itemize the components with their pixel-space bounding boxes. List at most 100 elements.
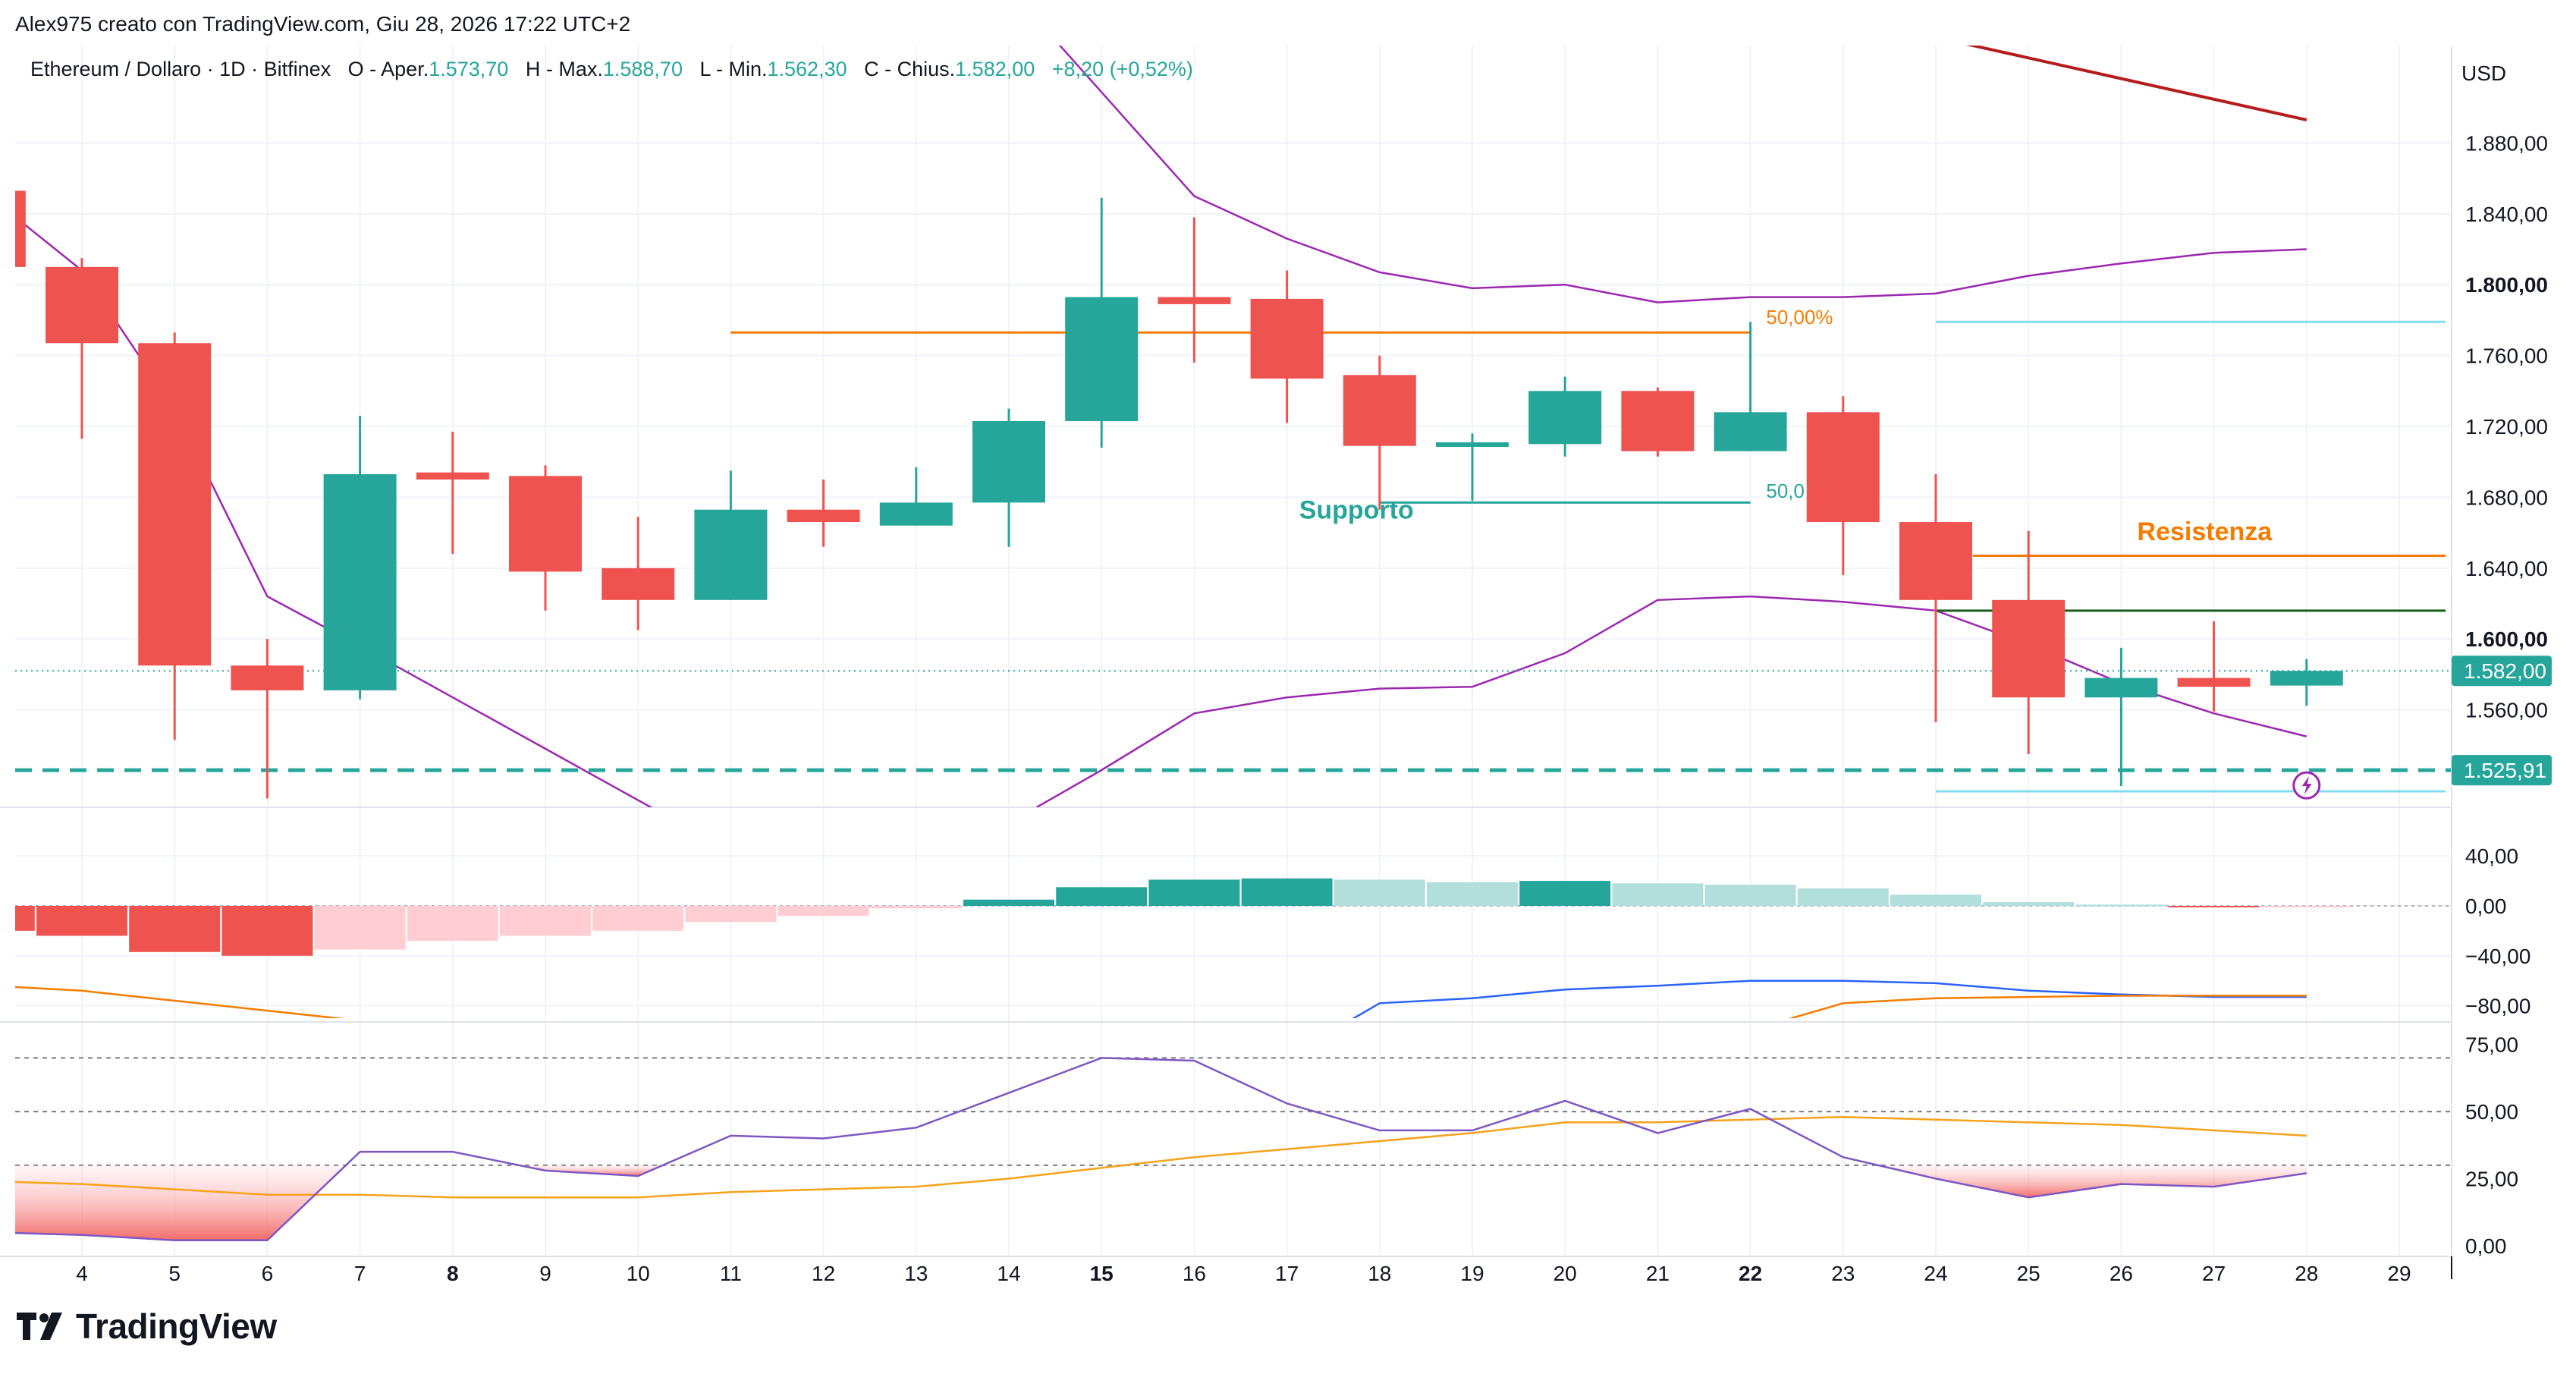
price-tick-label: 1.800,00: [2465, 273, 2548, 297]
tradingview-brand[interactable]: TradingView: [17, 1303, 277, 1349]
legend-open: 1.573,70: [429, 58, 509, 80]
candle-body: [416, 472, 489, 480]
time-tick-label: 22: [1739, 1262, 1762, 1285]
grid: [15, 46, 2452, 1256]
macd-line: [1352, 979, 2307, 1018]
macd-histogram-bar: [129, 905, 221, 952]
legend-close-label: C - Chius.: [864, 58, 956, 80]
macd-histogram-bar: [2075, 904, 2167, 907]
macd-tick-label: −40,00: [2465, 945, 2530, 968]
candle-body: [1528, 391, 1602, 445]
time-tick-label: 29: [2387, 1262, 2411, 1285]
rsi-ma-line: [15, 1115, 2307, 1199]
time-tick-label: 28: [2295, 1262, 2318, 1285]
time-tick-label: 13: [904, 1262, 928, 1285]
candle-body: [138, 343, 212, 666]
main-pane: Supporto Resistenza 50,00% 50,0: [15, 46, 2452, 807]
macd-histogram-bar: [778, 905, 869, 917]
symbol-legend: Ethereum / Dollaro · 1D · Bitfinex O - A…: [30, 58, 1193, 81]
macd-histogram-bar: [1056, 887, 1148, 906]
legend-low: 1.562,30: [767, 58, 847, 80]
currency-label: USD: [2461, 61, 2506, 85]
macd-tick-label: −80,00: [2465, 995, 2530, 1018]
macd-histogram-bar: [1334, 879, 1425, 906]
candle-body: [1158, 297, 1231, 304]
rsi-line: [15, 1057, 2307, 1242]
price-tick-label: 1.840,00: [2465, 203, 2548, 226]
time-tick-label: 9: [539, 1262, 551, 1285]
macd-histogram-bar: [1797, 888, 1889, 906]
macd-histogram-bar: [15, 905, 35, 931]
macd-histogram-bar: [685, 905, 777, 923]
attribution-bar: Alex975 creato con TradingView.com, Giu …: [0, 0, 2576, 52]
last-price-badge: [2452, 656, 2552, 687]
macd-histogram-bar: [500, 905, 591, 936]
rsi-tick-label: 50,00: [2465, 1100, 2518, 1124]
macd-histogram-bar: [1704, 885, 1796, 906]
fib-top-label: 50,00%: [1766, 306, 1833, 329]
macd-histogram-bar: [314, 905, 406, 950]
candle-body: [1806, 412, 1880, 523]
time-tick-label: 4: [76, 1262, 88, 1285]
time-tick-label: 7: [354, 1262, 366, 1285]
price-axis: USD 1.560,00 1.600,00 1.640,00 1.680,00 1.720…: [2452, 61, 2552, 1258]
macd-histogram-bar: [1519, 881, 1611, 906]
macd-histogram-bar: [1148, 879, 1240, 906]
support-label: Supporto: [1299, 496, 1414, 525]
price-tick-label: 1.760,00: [2465, 344, 2548, 368]
price-tick-label: 1.600,00: [2465, 627, 2548, 651]
macd-histogram-bar: [592, 905, 684, 931]
legend-close: 1.582,00: [955, 58, 1035, 80]
candle-body: [972, 420, 1045, 503]
candle-body: [2270, 671, 2343, 686]
time-tick-label: 6: [262, 1262, 274, 1285]
rsi-tick-label: 25,00: [2465, 1167, 2518, 1190]
time-tick-label: 21: [1646, 1262, 1670, 1285]
macd-histogram-bar: [963, 899, 1054, 906]
time-tick-label: 24: [1924, 1262, 1947, 1285]
candle-body: [1436, 442, 1509, 448]
time-tick-label: 15: [1090, 1262, 1114, 1285]
legend-high: 1.588,70: [602, 58, 683, 80]
macd-pane: [15, 878, 2452, 1018]
resistance-label: Resistenza: [2138, 517, 2273, 546]
candle-body: [46, 266, 118, 344]
candle-body: [1250, 298, 1324, 379]
price-tick-label: 1.680,00: [2465, 486, 2548, 509]
legend-symbol: Ethereum / Dollaro · 1D · Bitfinex: [30, 58, 331, 80]
time-tick-label: 8: [447, 1262, 459, 1285]
time-tick-label: 14: [997, 1262, 1020, 1285]
macd-histogram-bar: [1612, 883, 1704, 906]
candle-body: [879, 502, 953, 526]
macd-histogram-bar: [870, 905, 962, 909]
candle-body: [1899, 522, 1972, 600]
rsi-oversold-fill: [15, 1165, 347, 1240]
legend-change: +8,20 (+0,52%): [1051, 58, 1193, 80]
macd-histogram-bar: [1427, 882, 1518, 906]
time-tick-label: 26: [2109, 1262, 2133, 1285]
level-badge: [2452, 755, 2552, 786]
macd-histogram-bar: [407, 905, 498, 942]
candle-body: [602, 568, 675, 600]
legend-open-label: O - Aper.: [347, 58, 429, 80]
candle-body: [2177, 678, 2251, 687]
bollinger-upper: [1058, 46, 2307, 303]
time-tick-label: 10: [627, 1262, 650, 1285]
candle-body: [1714, 412, 1787, 451]
candle-body: [15, 190, 26, 267]
macd-histogram-bar: [221, 905, 313, 956]
time-tick-label: 5: [168, 1262, 181, 1285]
candle-body: [1343, 375, 1416, 446]
time-tick-label: 19: [1460, 1262, 1484, 1285]
rsi-oversold-fill: [1877, 1165, 2307, 1198]
attribution-text: Alex975 creato con TradingView.com, Giu …: [15, 12, 631, 36]
macd-histogram-bar: [2260, 905, 2352, 907]
rsi-tick-label: 75,00: [2465, 1033, 2518, 1057]
fib-mid-label: 50,0: [1766, 479, 1805, 502]
macd-signal-line: [1788, 995, 2307, 1018]
macd-histogram-bar: [1241, 878, 1333, 906]
time-tick-label: 27: [2202, 1262, 2226, 1285]
time-tick-label: 18: [1368, 1262, 1391, 1285]
brand-text: TradingView: [76, 1306, 277, 1346]
